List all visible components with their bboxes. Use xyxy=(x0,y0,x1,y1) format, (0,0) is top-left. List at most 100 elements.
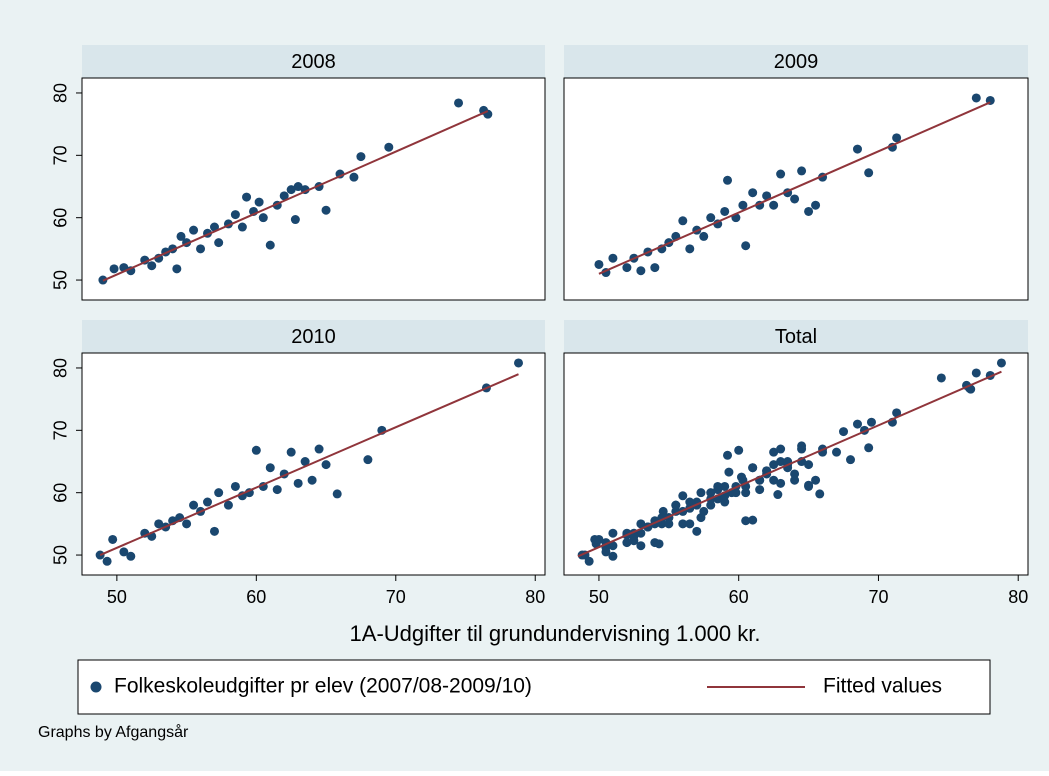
y-tick-label: 60 xyxy=(51,208,71,228)
point xyxy=(258,213,268,223)
point xyxy=(265,240,275,250)
point xyxy=(608,528,618,538)
point xyxy=(769,460,779,470)
point xyxy=(741,488,751,498)
point xyxy=(804,460,814,470)
point xyxy=(699,506,709,516)
point xyxy=(650,538,660,548)
point xyxy=(293,478,303,488)
point xyxy=(636,266,646,276)
point xyxy=(892,133,902,143)
point xyxy=(108,534,118,544)
point xyxy=(804,481,814,491)
point xyxy=(723,175,733,185)
point xyxy=(864,168,874,178)
point xyxy=(996,358,1006,368)
point xyxy=(776,457,786,467)
fitted-line xyxy=(598,101,991,275)
point xyxy=(797,166,807,176)
x-tick-label: 60 xyxy=(246,587,266,607)
point xyxy=(815,489,825,499)
point xyxy=(769,475,779,485)
point xyxy=(254,197,264,207)
point xyxy=(230,210,240,220)
point xyxy=(741,516,751,526)
panel-header xyxy=(564,45,1028,78)
point xyxy=(706,488,716,498)
panel-header xyxy=(564,320,1028,353)
point xyxy=(748,188,758,198)
y-tick-label: 60 xyxy=(51,483,71,503)
point xyxy=(209,526,219,536)
point xyxy=(776,478,786,488)
point xyxy=(720,497,730,507)
y-tick-label: 80 xyxy=(51,358,71,378)
point xyxy=(685,519,695,529)
panel-title: 2010 xyxy=(291,326,336,348)
point xyxy=(622,263,632,273)
point xyxy=(811,475,821,485)
point xyxy=(678,216,688,226)
point xyxy=(601,547,611,557)
fitted-line xyxy=(102,110,489,282)
x-tick-label: 60 xyxy=(729,587,749,607)
point xyxy=(811,200,821,210)
point xyxy=(650,263,660,273)
point xyxy=(678,519,688,529)
point xyxy=(706,500,716,510)
x-tick-label: 50 xyxy=(589,587,609,607)
point xyxy=(720,206,730,216)
x-axis-title: 1A-Udgifter til grundundervisning 1.000 … xyxy=(350,621,761,646)
point xyxy=(286,185,296,195)
point xyxy=(126,551,136,561)
point xyxy=(713,481,723,491)
point xyxy=(769,447,779,457)
point xyxy=(748,463,758,473)
point xyxy=(892,408,902,418)
point xyxy=(699,231,709,241)
point xyxy=(203,497,213,507)
x-tick-label: 80 xyxy=(1008,587,1028,607)
point xyxy=(776,169,786,179)
x-tick-label: 70 xyxy=(868,587,888,607)
point xyxy=(762,191,772,201)
point xyxy=(769,200,779,210)
point xyxy=(790,194,800,204)
legend-label: Fitted values xyxy=(823,675,942,698)
point xyxy=(119,547,129,557)
y-tick-label: 70 xyxy=(51,145,71,165)
point xyxy=(720,481,730,491)
point xyxy=(209,222,219,232)
point xyxy=(790,469,800,479)
point xyxy=(685,497,695,507)
point xyxy=(189,225,199,235)
point xyxy=(214,488,224,498)
point xyxy=(608,253,618,263)
panel-header xyxy=(82,320,545,353)
point xyxy=(332,489,342,499)
point xyxy=(636,541,646,551)
panel-header xyxy=(82,45,545,78)
point xyxy=(237,222,247,232)
point xyxy=(265,463,275,473)
y-tick-label: 50 xyxy=(51,270,71,290)
point xyxy=(321,205,331,215)
x-tick-label: 50 xyxy=(107,587,127,607)
point xyxy=(214,238,224,248)
point xyxy=(454,98,464,108)
panel-title: 2008 xyxy=(291,51,336,73)
point xyxy=(706,213,716,223)
point xyxy=(696,488,706,498)
point xyxy=(279,191,289,201)
point xyxy=(773,490,783,500)
plot-area xyxy=(81,352,546,576)
point xyxy=(590,534,600,544)
legend-marker xyxy=(90,681,102,693)
point xyxy=(172,264,182,274)
point xyxy=(734,445,744,455)
point xyxy=(866,417,876,427)
x-tick-label: 80 xyxy=(525,587,545,607)
panel-title: Total xyxy=(775,326,817,348)
point xyxy=(349,172,359,182)
point xyxy=(846,455,856,465)
